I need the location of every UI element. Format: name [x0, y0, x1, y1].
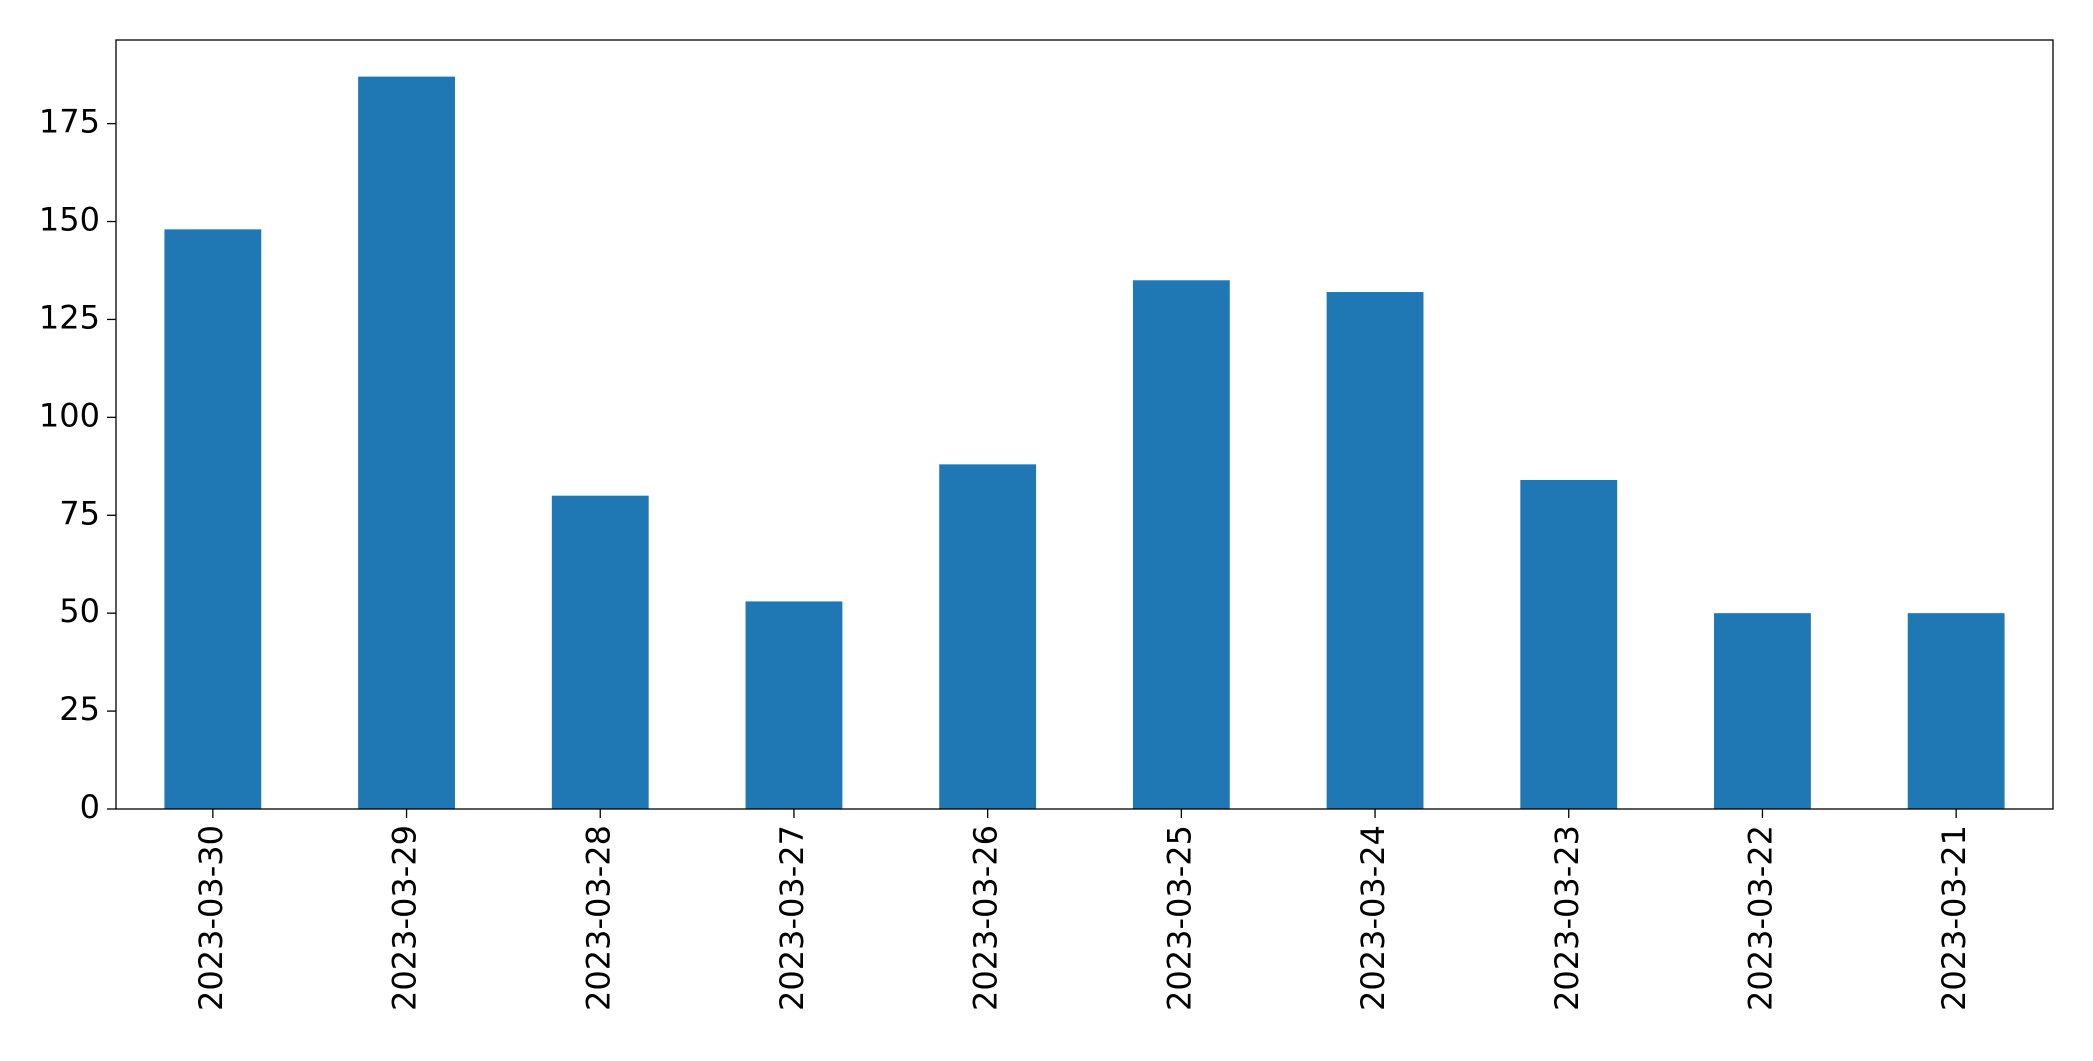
x-tick-label: 2023-03-30 [192, 825, 230, 1011]
y-tick-label: 75 [59, 494, 100, 532]
x-tick-label: 2023-03-23 [1548, 825, 1586, 1011]
y-tick-label: 100 [39, 396, 100, 434]
x-tick-label: 2023-03-27 [773, 825, 811, 1011]
bar [939, 464, 1037, 809]
bar [551, 495, 649, 809]
x-tick-label: 2023-03-28 [579, 825, 617, 1011]
x-tick-label: 2023-03-25 [1160, 825, 1198, 1011]
bar [1326, 292, 1424, 809]
y-tick-label: 25 [59, 690, 100, 728]
y-tick-label: 0 [80, 788, 100, 826]
bar [358, 76, 455, 810]
x-tick-label: 2023-03-26 [967, 825, 1005, 1011]
bar [745, 601, 843, 809]
x-tick-label: 2023-03-24 [1354, 825, 1392, 1011]
y-tick-label: 50 [59, 592, 100, 630]
bar [1132, 280, 1230, 810]
bar [164, 229, 262, 810]
plot-frame [115, 39, 2054, 810]
bar [1714, 613, 1811, 809]
y-tick-label: 175 [39, 103, 100, 141]
y-tick-label: 150 [39, 201, 100, 239]
x-tick-label: 2023-03-21 [1935, 825, 1973, 1011]
x-tick-label: 2023-03-29 [386, 825, 424, 1011]
bar [1907, 613, 2005, 809]
bar [1520, 480, 1618, 809]
x-tick-label: 2023-03-22 [1741, 825, 1779, 1011]
y-tick-label: 125 [39, 298, 100, 336]
